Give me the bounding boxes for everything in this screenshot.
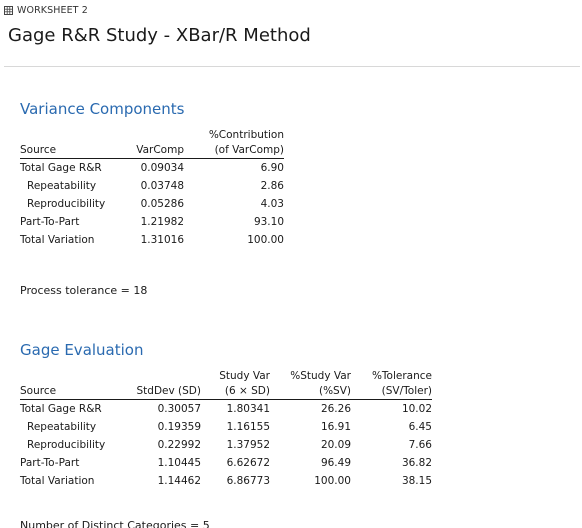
worksheet-label: WORKSHEET 2 xyxy=(17,4,88,16)
row-stddev: 0.19359 xyxy=(157,421,201,433)
table-row: Reproducibility 0.05286 4.03 xyxy=(20,195,284,213)
row-pct-tolerance: 7.66 xyxy=(408,439,432,451)
table-row: Total Variation 1.14462 6.86773 100.00 3… xyxy=(20,472,432,490)
row-source: Repeatability xyxy=(27,421,97,433)
table-row: Reproducibility 0.22992 1.37952 20.09 7.… xyxy=(20,436,432,454)
row-source: Total Variation xyxy=(20,234,95,246)
row-contribution: 100.00 xyxy=(247,234,284,246)
row-studyvar: 1.16155 xyxy=(226,421,270,433)
row-source: Total Variation xyxy=(20,475,95,487)
row-studyvar: 6.86773 xyxy=(226,475,270,487)
row-source: Reproducibility xyxy=(27,198,106,210)
row-varcomp: 1.21982 xyxy=(140,216,184,228)
header-source: Source xyxy=(20,384,120,400)
row-source: Part-To-Part xyxy=(20,216,80,228)
row-source: Repeatability xyxy=(27,180,97,192)
header-contribution-line1: %Contribution xyxy=(208,129,284,141)
row-contribution: 6.90 xyxy=(260,162,284,174)
header-pct-tolerance-line1: %Tolerance xyxy=(371,370,432,382)
row-pct-studyvar: 16.91 xyxy=(320,421,351,433)
table-row: Total Gage R&R 0.30057 1.80341 26.26 10.… xyxy=(20,400,432,419)
header-studyvar-line1: Study Var xyxy=(219,370,270,382)
page-title: Gage R&R Study - XBar/R Method xyxy=(8,25,311,46)
gage-evaluation-title: Gage Evaluation xyxy=(20,341,144,359)
row-varcomp: 0.09034 xyxy=(140,162,184,174)
table-row: Part-To-Part 1.10445 6.62672 96.49 36.82 xyxy=(20,454,432,472)
row-pct-studyvar: 20.09 xyxy=(320,439,351,451)
header-spacer xyxy=(120,128,184,143)
distinct-categories-text: Number of Distinct Categories = 5 xyxy=(20,519,210,528)
header-pct-studyvar-line1: %Study Var xyxy=(290,370,351,382)
row-source: Total Gage R&R xyxy=(20,403,102,415)
row-studyvar: 6.62672 xyxy=(226,457,270,469)
header-pct-studyvar-line2: (%SV) xyxy=(270,384,351,400)
header-varcomp: VarComp xyxy=(120,143,184,159)
worksheet-grid-icon xyxy=(4,5,13,15)
table-row: Part-To-Part 1.21982 93.10 xyxy=(20,213,284,231)
header-spacer xyxy=(120,369,201,384)
table-row: Total Gage R&R 0.09034 6.90 xyxy=(20,159,284,178)
row-pct-tolerance: 10.02 xyxy=(401,403,432,415)
row-stddev: 0.22992 xyxy=(157,439,201,451)
table-row: Repeatability 0.19359 1.16155 16.91 6.45 xyxy=(20,418,432,436)
header-studyvar-line2: (6 × SD) xyxy=(201,384,270,400)
header-stddev: StdDev (SD) xyxy=(120,384,201,400)
row-stddev: 1.10445 xyxy=(157,457,201,469)
row-contribution: 2.86 xyxy=(260,180,284,192)
row-contribution: 4.03 xyxy=(260,198,284,210)
row-studyvar: 1.80341 xyxy=(226,403,270,415)
gage-evaluation-table: Study Var %Study Var %Tolerance Source S… xyxy=(20,369,432,490)
row-pct-tolerance: 36.82 xyxy=(401,457,432,469)
row-source: Total Gage R&R xyxy=(20,162,102,174)
row-stddev: 1.14462 xyxy=(157,475,201,487)
row-pct-tolerance: 38.15 xyxy=(401,475,432,487)
title-divider xyxy=(4,66,580,67)
row-pct-tolerance: 6.45 xyxy=(408,421,432,433)
row-pct-studyvar: 26.26 xyxy=(320,403,351,415)
header-spacer xyxy=(20,369,120,384)
row-contribution: 93.10 xyxy=(253,216,284,228)
row-varcomp: 0.05286 xyxy=(140,198,184,210)
header-spacer xyxy=(20,128,120,143)
row-varcomp: 0.03748 xyxy=(140,180,184,192)
row-stddev: 0.30057 xyxy=(157,403,201,415)
row-source: Reproducibility xyxy=(27,439,106,451)
header-source: Source xyxy=(20,143,120,159)
row-pct-studyvar: 96.49 xyxy=(320,457,351,469)
header-contribution-line2: (of VarComp) xyxy=(184,143,284,159)
row-source: Part-To-Part xyxy=(20,457,80,469)
row-varcomp: 1.31016 xyxy=(140,234,184,246)
process-tolerance-text: Process tolerance = 18 xyxy=(20,284,148,297)
worksheet-header[interactable]: WORKSHEET 2 xyxy=(4,3,88,17)
variance-components-title: Variance Components xyxy=(20,100,185,118)
row-studyvar: 1.37952 xyxy=(226,439,270,451)
variance-components-table: %Contribution Source VarComp (of VarComp… xyxy=(20,128,284,249)
header-pct-tolerance-line2: (SV/Toler) xyxy=(351,384,432,400)
table-row: Repeatability 0.03748 2.86 xyxy=(20,177,284,195)
table-row: Total Variation 1.31016 100.00 xyxy=(20,231,284,249)
row-pct-studyvar: 100.00 xyxy=(314,475,351,487)
